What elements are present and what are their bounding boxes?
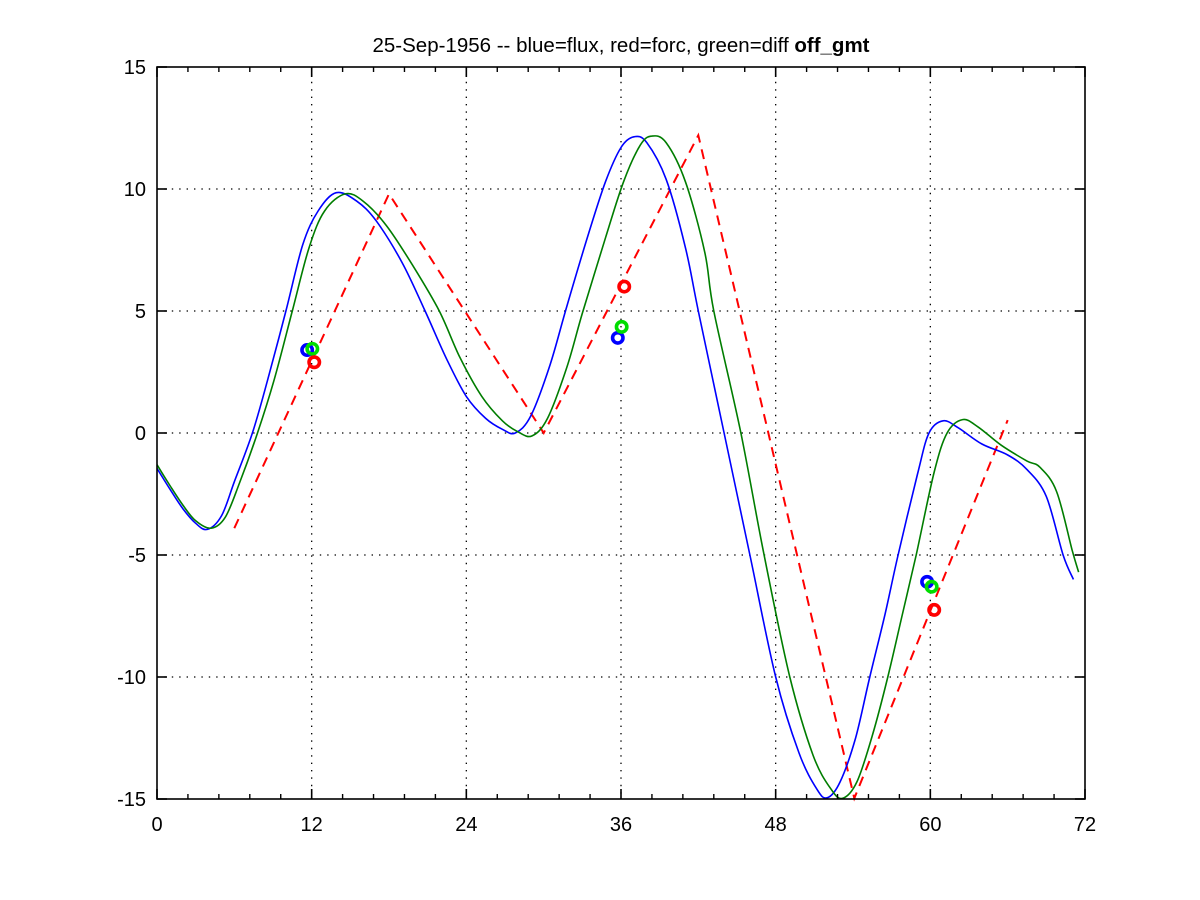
x-tick-label: 36: [610, 814, 632, 836]
forc-marker: [307, 355, 322, 370]
x-tick-label: 72: [1074, 814, 1096, 836]
axes-layer: [156, 66, 1086, 800]
forc-marker: [617, 279, 632, 294]
y-tick-label: 15: [124, 57, 146, 79]
chart-title: 25-Sep-1956 -- blue=flux, red=forc, gree…: [373, 34, 870, 57]
label-layer: 0 12 24 36 48 60 72 -15 -10 -5 0 5 10 15: [117, 57, 1096, 836]
grid-layer: [157, 67, 1085, 799]
y-tick-label: 10: [124, 179, 146, 201]
x-tick-label: 60: [919, 814, 941, 836]
marker-layer: [300, 279, 942, 617]
diff-marker: [614, 319, 629, 334]
flux-marker: [610, 330, 625, 345]
chart-title-bold: off_gmt: [794, 34, 869, 57]
y-tick-label: -15: [117, 789, 146, 811]
chart-title-main: 25-Sep-1956 -- blue=flux, red=forc, gree…: [373, 34, 795, 57]
y-tick-label: 5: [135, 301, 146, 323]
y-tick-label: -10: [117, 667, 146, 689]
x-tick-label: 12: [301, 814, 323, 836]
diff-marker: [305, 341, 320, 356]
x-tick-label: 48: [765, 814, 787, 836]
y-tick-label: 0: [135, 423, 146, 445]
diff-marker: [924, 579, 939, 594]
x-tick-label: 0: [151, 814, 162, 836]
y-tick-label: -5: [128, 545, 146, 567]
series-layer: [156, 132, 1080, 802]
x-tick-label: 24: [455, 814, 477, 836]
forc-marker: [927, 602, 942, 617]
flux-line: [156, 135, 1075, 799]
diff-line: [156, 135, 1080, 800]
